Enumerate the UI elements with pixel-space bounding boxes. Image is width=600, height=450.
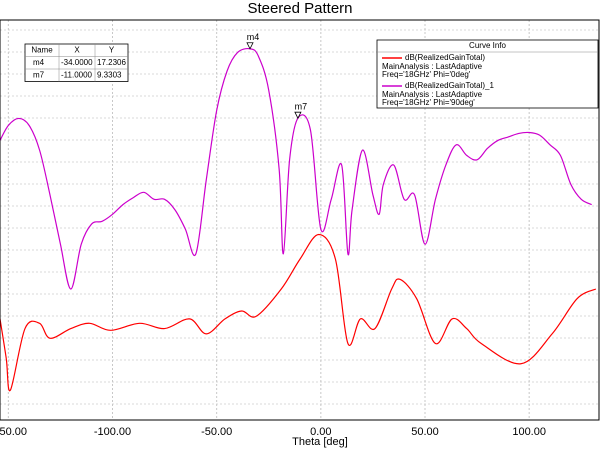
marker-table-header: X bbox=[74, 45, 80, 54]
legend-entry: dB(RealizedGainTotal) bbox=[405, 53, 485, 62]
x-tick-label: 0.00 bbox=[310, 426, 331, 438]
legend-info: Freq='18GHz' Phi='90deg' bbox=[382, 98, 475, 107]
marker-table-cell: 17.2306 bbox=[97, 58, 126, 67]
chart-title: Steered Pattern bbox=[247, 0, 352, 17]
marker-table-cell: -34.0000 bbox=[61, 58, 93, 67]
legend-info: MainAnalysis : LastAdaptive bbox=[382, 62, 483, 71]
legend: Curve InfodB(RealizedGainTotal)MainAnaly… bbox=[376, 39, 599, 109]
legend-entry: dB(RealizedGainTotal)_1 bbox=[405, 81, 494, 90]
x-tick-label: 50.00 bbox=[411, 426, 439, 438]
marker-triangle bbox=[294, 111, 302, 120]
marker-table-cell: -11.0000 bbox=[61, 70, 93, 79]
marker-table-cell: m7 bbox=[33, 70, 45, 79]
x-tick-label: -50.00 bbox=[201, 426, 232, 438]
x-axis-label: Theta [deg] bbox=[292, 436, 348, 448]
marker-label: m4 bbox=[247, 32, 260, 42]
marker-table-header: Name bbox=[31, 45, 53, 54]
marker-table-box bbox=[24, 43, 129, 82]
marker-table-cell: m4 bbox=[33, 58, 45, 67]
legend-box bbox=[376, 39, 599, 109]
x-tick-label: -100.00 bbox=[94, 426, 131, 438]
marker-label: m7 bbox=[295, 102, 308, 112]
legend-title: Curve Info bbox=[469, 41, 506, 50]
marker-table-header: Y bbox=[109, 45, 115, 54]
plot-frame bbox=[0, 19, 600, 421]
x-tick-label: 100.00 bbox=[512, 426, 546, 438]
legend-info: Freq='18GHz' Phi='0deg' bbox=[382, 70, 471, 79]
marker-table-cell: 9.3303 bbox=[97, 70, 122, 79]
marker-table: Name X Ym4 -34.0000 17.2306 m7 -11.0000 9.3303 bbox=[24, 43, 129, 82]
marker-triangle bbox=[246, 42, 254, 50]
legend-info: MainAnalysis : LastAdaptive bbox=[382, 90, 483, 99]
x-tick-label: -150.00 bbox=[0, 426, 27, 438]
series-line bbox=[0, 233, 597, 392]
